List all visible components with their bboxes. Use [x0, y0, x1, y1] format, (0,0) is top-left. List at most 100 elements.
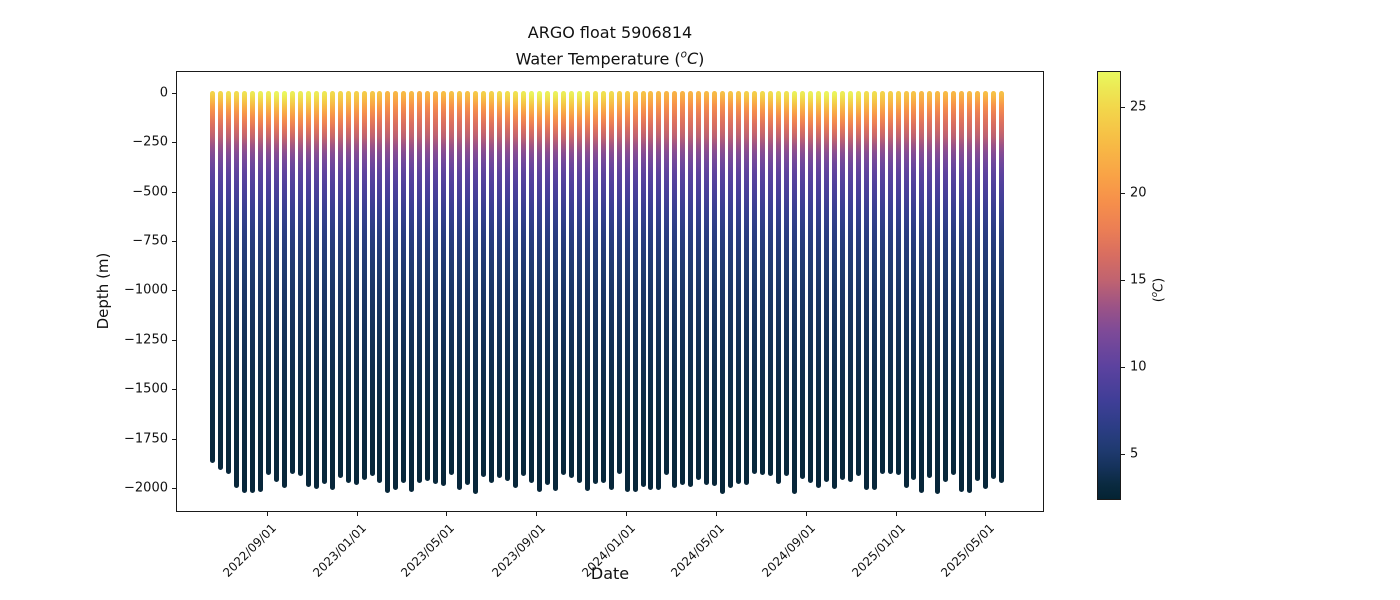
profile-bar [879, 91, 885, 475]
profile-bar [560, 91, 566, 476]
y-tick-mark [172, 290, 176, 292]
profile-bar [831, 91, 837, 489]
profile-bar [624, 91, 630, 492]
profile-bar [616, 91, 622, 475]
profile-bar [983, 91, 989, 489]
profile-bar [520, 91, 526, 476]
profile-bar [592, 91, 598, 484]
profile-bar [632, 91, 638, 492]
y-tick-mark [172, 339, 176, 341]
title-line2: Water Temperature (oC) [515, 49, 705, 69]
profile-bar [688, 91, 694, 487]
profile-bar [919, 91, 925, 493]
profile-bar [369, 91, 375, 477]
profile-bar [528, 91, 534, 484]
profile-bar [807, 91, 813, 484]
profile-bar [265, 91, 271, 475]
profile-bar [895, 91, 901, 476]
profile-bar [345, 91, 351, 484]
profile-bar [664, 91, 670, 475]
colorbar-tick-label: 15 [1130, 272, 1147, 288]
profile-bar [975, 91, 981, 482]
profile-bar [544, 91, 550, 485]
colorbar-tick-label: 25 [1130, 99, 1147, 115]
x-tick-label: 2023/01/01 [310, 521, 369, 580]
x-tick-mark [266, 512, 268, 516]
profile-bar [815, 91, 821, 488]
colorbar-tick-mark [1121, 367, 1125, 369]
profile-bar [218, 91, 224, 470]
profile-bar [393, 91, 399, 490]
colorbar-tick-mark [1121, 193, 1125, 195]
profile-bar [481, 91, 487, 478]
profile-bar [744, 91, 750, 485]
profile-bar [377, 91, 383, 484]
y-tick-mark [172, 92, 176, 94]
profile-bar [839, 91, 845, 481]
x-tick-label: 2024/09/01 [759, 521, 819, 580]
profile-bar [704, 91, 710, 485]
profile-bar [999, 91, 1005, 483]
profile-bar [911, 91, 917, 480]
y-tick-label: −1500 [124, 381, 168, 397]
plot-area [176, 71, 1044, 512]
x-tick-mark [356, 512, 358, 516]
profile-bar [847, 91, 853, 483]
profile-bar [791, 91, 797, 494]
colorbar-tick-label: 20 [1130, 185, 1147, 201]
profile-bar [361, 91, 367, 480]
y-tick-label: −250 [132, 134, 168, 150]
profile-bar [951, 91, 957, 476]
profile-bar [409, 91, 415, 492]
profile-bar [337, 91, 343, 478]
y-tick-label: −500 [132, 184, 168, 200]
profile-bar [512, 91, 518, 488]
y-tick-label: −2000 [124, 480, 168, 496]
profile-bar [672, 91, 678, 489]
profile-bar [417, 91, 423, 483]
profile-bar [584, 91, 590, 491]
x-tick-mark [806, 512, 808, 516]
x-tick-mark [536, 512, 538, 516]
colorbar-tick-mark [1121, 280, 1125, 282]
x-tick-mark [896, 512, 898, 516]
colorbar-tick-mark [1121, 106, 1125, 108]
profile-bar [281, 91, 287, 489]
profile-bar [712, 91, 718, 486]
y-tick-mark [172, 142, 176, 144]
colorbar [1097, 71, 1121, 500]
profile-bar [855, 91, 861, 477]
profile-bar [640, 91, 646, 487]
profile-bar [249, 91, 255, 494]
x-tick-label: 2023/05/01 [398, 521, 458, 580]
profile-bar [305, 91, 311, 487]
profile-bar [863, 91, 869, 490]
y-tick-mark [172, 389, 176, 391]
y-tick-label: −1250 [124, 332, 168, 348]
profile-bar [576, 91, 582, 484]
y-axis-label: Depth (m) [94, 252, 112, 330]
x-tick-mark [715, 512, 717, 516]
profile-bar [449, 91, 455, 475]
y-tick-mark [172, 241, 176, 242]
profile-bar [297, 91, 303, 476]
profile-bar [489, 91, 495, 483]
profile-bar [401, 91, 407, 483]
x-axis-label: Date [590, 564, 630, 583]
profile-bar [608, 91, 614, 490]
profile-bar [903, 91, 909, 489]
profile-bar [775, 91, 781, 485]
profile-bar [210, 91, 216, 464]
profile-bar [943, 91, 949, 483]
x-tick-label: 2022/09/01 [220, 521, 279, 580]
profile-bar [752, 91, 758, 475]
profile-bar [425, 91, 431, 481]
y-tick-label: −750 [132, 233, 168, 249]
profile-bar [497, 91, 503, 478]
profile-bar [536, 91, 542, 492]
profile-bar [353, 91, 359, 486]
x-tick-mark [626, 512, 628, 516]
y-tick-mark [172, 488, 176, 490]
profile-bar [696, 91, 702, 481]
